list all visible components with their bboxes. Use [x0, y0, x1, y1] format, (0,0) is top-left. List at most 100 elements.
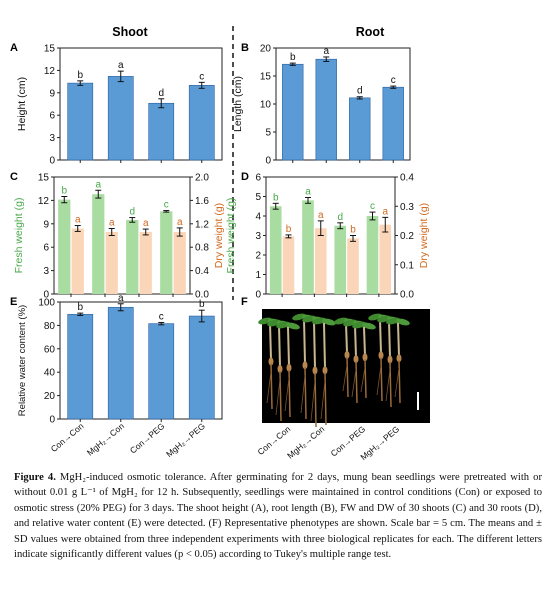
significance-letter-D: a [318, 210, 324, 221]
leaf [292, 313, 306, 321]
significance-letter-E: b [77, 302, 83, 313]
photo-category-label: MgH₂→Con [285, 424, 326, 460]
stem [303, 318, 306, 364]
significance-letter-C: d [129, 207, 135, 218]
figure-caption: Figure 4. MgH₂-induced osmotic tolerance… [14, 470, 542, 562]
ytick-label-right-D: 0.4 [400, 173, 414, 184]
ytick-label-A: 6 [49, 111, 55, 122]
leaf [322, 318, 336, 326]
panel-D-chart: 0 1 2 3 4 5 6 Fresh weight (g) 0.0 0.1 0.2 0.3 0.4 Dr… [225, 173, 430, 301]
axes-frame-A [59, 47, 223, 161]
significance-letter-D: c [370, 201, 375, 212]
root [324, 372, 327, 426]
ytick-label-B: 10 [260, 100, 272, 111]
lateral-root [351, 369, 357, 398]
axes-frame-C [53, 176, 191, 295]
ytick-label-right-D: 0.3 [400, 202, 414, 213]
lateral-root [310, 380, 316, 422]
ytick-label-A: 12 [44, 66, 56, 77]
ytick-label-C: 9 [43, 219, 49, 230]
bar-C-s1 [105, 231, 118, 294]
lateral-root [266, 371, 272, 404]
bar-C-s0 [92, 194, 105, 294]
cotyledon [396, 354, 402, 363]
ytick-label-right-C: 0.4 [195, 266, 209, 277]
cotyledon [378, 351, 384, 360]
ytick-label-D: 4 [255, 212, 261, 223]
bar-E-s0 [148, 323, 175, 420]
significance-letter-D: d [337, 212, 343, 223]
ylabel-left-B: Length (cm) [232, 76, 244, 132]
lateral-root [360, 367, 366, 393]
leaf [352, 321, 366, 329]
root [380, 357, 383, 402]
ytick-label-C: 3 [43, 266, 49, 277]
caption-label: Figure 4. [14, 472, 56, 483]
bar-C-s0 [126, 219, 139, 294]
significance-letter-B: a [323, 46, 329, 57]
root [398, 360, 401, 404]
ytick-label-C: 12 [38, 196, 50, 207]
significance-letter-B: c [391, 75, 396, 86]
ytick-label-D: 1 [255, 270, 261, 281]
stem [345, 322, 348, 353]
leaf [396, 318, 410, 326]
ytick-label-B: 0 [265, 156, 271, 167]
ytick-label-right-D: 0.2 [400, 231, 414, 242]
lateral-root [284, 377, 290, 412]
bar-B-s0 [382, 86, 404, 161]
ytick-label-right-C: 2.0 [195, 173, 209, 184]
ytick-label-right-C: 0.8 [195, 243, 209, 254]
cotyledon [302, 361, 308, 370]
stem [278, 324, 281, 368]
lateral-root [376, 365, 382, 396]
root [270, 363, 273, 410]
significance-letter-D: b [273, 192, 279, 203]
significance-letter-E: b [199, 299, 205, 310]
ytick-label-D: 2 [255, 251, 261, 262]
significance-letter-C: a [177, 217, 183, 228]
category-label-E: Con→Con [49, 421, 86, 454]
ylabel-left-C: Fresh weight (g) [13, 198, 25, 274]
ylabel-left-A: Height (cm) [16, 77, 28, 131]
stem [397, 322, 400, 357]
significance-letter-D: a [382, 206, 388, 217]
category-label-E: Con→PEG [128, 421, 167, 456]
lateral-root [275, 378, 281, 416]
lateral-root [342, 364, 348, 392]
stem [363, 326, 366, 356]
bar-B-s0 [315, 58, 337, 161]
ytick-label-C: 6 [43, 243, 49, 254]
panel-label-F: F [241, 296, 248, 308]
leaf [362, 322, 376, 330]
significance-letter-A: c [199, 71, 204, 82]
bar-A-s0 [188, 85, 215, 161]
ytick-label-B: 15 [260, 72, 272, 83]
bar-D-s0 [269, 206, 282, 294]
cotyledon [286, 363, 292, 372]
ytick-label-A: 15 [44, 44, 56, 55]
panel-label-C: C [10, 171, 18, 183]
ylabel-left-D: Fresh weight (g) [225, 198, 237, 274]
significance-letter-B: b [290, 52, 296, 63]
ytick-label-E: 80 [44, 321, 56, 332]
bar-C-s1 [173, 231, 186, 294]
significance-letter-E: a [118, 293, 124, 304]
cotyledon [362, 353, 368, 362]
ytick-label-E: 100 [38, 298, 55, 309]
category-label-E: MgH₂→Con [85, 421, 126, 458]
ytick-label-right-D: 0.1 [400, 260, 414, 271]
significance-letter-A: a [118, 60, 124, 71]
stem [269, 322, 272, 360]
bar-A-s0 [148, 102, 175, 161]
ytick-label-C: 15 [38, 173, 50, 184]
bar-B-s0 [349, 97, 371, 161]
significance-letter-C: a [75, 215, 81, 226]
significance-letter-C: c [164, 200, 169, 211]
ytick-label-E: 60 [44, 344, 56, 355]
shoot-header: Shoot [112, 25, 148, 39]
bar-C-s0 [160, 211, 173, 294]
stem [313, 320, 316, 369]
stem [379, 318, 382, 354]
lateral-root [394, 368, 400, 398]
